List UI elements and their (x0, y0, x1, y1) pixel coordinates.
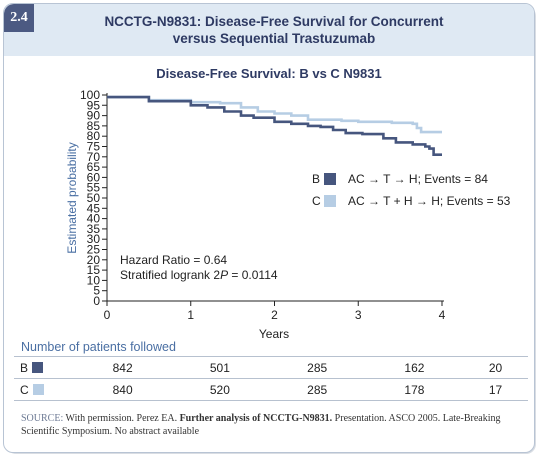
legend-c-swatch (324, 195, 336, 207)
x-tick-label: 2 (271, 308, 278, 322)
table-cell: 162 (365, 356, 464, 379)
y-tick-label: 65 (87, 160, 101, 174)
table-cell: 285 (268, 378, 366, 401)
survival-chart: 0510152025303540455055606570758085909510… (65, 88, 511, 341)
stats-annotation: Hazard Ratio = 0.64 Stratified logrank 2… (120, 253, 278, 282)
row-label: B (20, 360, 29, 375)
hazard-ratio-text: Hazard Ratio = 0.64 (120, 253, 227, 267)
risk-table: B 842 501 285 162 20 C 840 520 285 178 1… (14, 356, 528, 401)
y-tick-label: 15 (87, 263, 101, 277)
y-tick-label: 90 (87, 109, 101, 123)
legend-b-letter: B (312, 172, 320, 186)
figure-title-line-2: versus Sequential Trastuzumab (172, 31, 376, 46)
y-tick-label: 100 (80, 88, 100, 102)
table-cell: 840 (74, 378, 172, 401)
series-line-c (107, 95, 442, 134)
y-tick-label: 70 (87, 150, 101, 164)
y-tick-label: 30 (87, 232, 101, 246)
logrank-text: Stratified logrank 2P = 0.0114 (120, 268, 278, 282)
table-cell: 20 (463, 356, 528, 379)
legend: B AC → T → H; Events = 84 C AC → T + H →… (312, 172, 511, 208)
table-row: B 842 501 285 162 20 (14, 356, 528, 379)
y-tick-label: 60 (87, 170, 101, 184)
y-tick-label: 50 (87, 191, 101, 205)
row-b-swatch (32, 362, 44, 373)
risk-table-title: Number of patients followed (21, 340, 176, 354)
legend-c-label: AC → T + H → H; Events = 53 (348, 194, 511, 208)
figure-title: NCCTG-N9831: Disease-Free Survival for C… (44, 13, 504, 47)
legend-c-letter: C (312, 194, 321, 208)
x-tick-label: 0 (104, 308, 111, 322)
legend-b-swatch (324, 173, 336, 185)
header-band: 2.4 NCCTG-N9831: Disease-Free Survival f… (4, 4, 534, 56)
x-tick-label: 4 (439, 308, 446, 322)
table-cell: 178 (365, 378, 464, 401)
x-tick-label: 3 (355, 308, 362, 322)
table-row: C 840 520 285 178 17 (14, 378, 528, 401)
y-tick-label: 35 (87, 222, 101, 236)
row-label: C (20, 382, 29, 397)
source-label: SOURCE: (21, 413, 64, 424)
legend-b-label: AC → T → H; Events = 84 (348, 172, 488, 186)
logrank-label: Stratified logrank 2 (120, 268, 220, 282)
row-c-swatch (32, 384, 44, 395)
y-tick-label: 20 (87, 253, 101, 267)
y-tick-label: 75 (87, 140, 101, 154)
y-tick-label: 25 (87, 243, 101, 257)
x-axis-label: Years (259, 327, 289, 341)
y-tick-label: 85 (87, 119, 101, 133)
figure-title-line-1: NCCTG-N9831: Disease-Free Survival for C… (104, 14, 444, 29)
y-tick-label: 55 (87, 181, 101, 195)
source-note: SOURCE: With permission. Perez EA. Furth… (21, 412, 526, 438)
x-tick-label: 1 (187, 308, 194, 322)
table-cell: 520 (171, 378, 269, 401)
logrank-value: = 0.0114 (228, 268, 278, 282)
table-cell: 285 (268, 356, 366, 379)
table-cell: 842 (74, 356, 172, 379)
y-tick-label: 10 (87, 273, 101, 287)
series-lines (107, 95, 442, 156)
figure-card: 2.4 NCCTG-N9831: Disease-Free Survival f… (3, 3, 535, 453)
table-cell: 501 (171, 356, 269, 379)
axes: 0510152025303540455055606570758085909510… (80, 88, 446, 322)
figure-number: 2.4 (4, 4, 34, 32)
y-tick-label: 45 (87, 201, 101, 215)
logrank-p: P (220, 268, 228, 282)
y-tick-label: 80 (87, 129, 101, 143)
y-axis-label: Estimated probability (65, 142, 79, 253)
source-title: Further analysis of NCCTG-N9831. (179, 413, 333, 424)
source-text-1: With permission. Perez EA. (63, 413, 180, 424)
series-line-b (107, 95, 442, 156)
chart-title: Disease-Free Survival: B vs C N9831 (156, 66, 382, 81)
source-text-2: Presentation. ASCO 2005. Late-Breaking S… (21, 413, 501, 437)
table-cell: 17 (463, 378, 528, 401)
y-tick-label: 0 (93, 294, 100, 308)
y-tick-label: 5 (93, 284, 100, 298)
y-tick-label: 40 (87, 212, 101, 226)
y-tick-label: 95 (87, 98, 101, 112)
